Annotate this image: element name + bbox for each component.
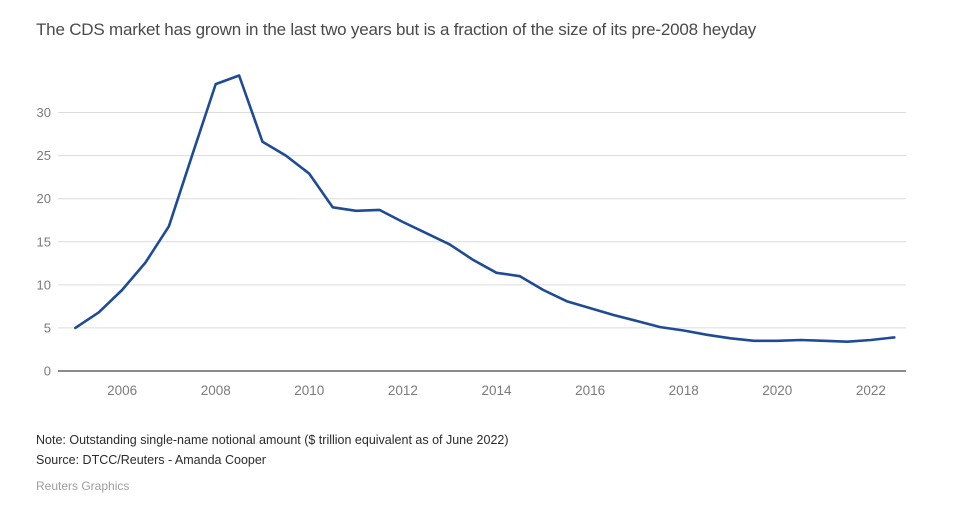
y-tick-label: 25 — [37, 148, 51, 163]
cds-line-chart: 0 5 10 15 20 25 30 2006 2008 2010 2012 2014 2016 2018… — [37, 74, 906, 398]
y-tick-label: 0 — [44, 364, 51, 379]
cds-series-line — [74, 74, 896, 344]
reuters-graphics-credit: Reuters Graphics — [36, 479, 130, 493]
x-tick-label: 2006 — [107, 383, 137, 398]
x-tick-label: 2022 — [856, 383, 886, 398]
y-tick-label: 5 — [44, 320, 51, 335]
x-tick-label: 2014 — [481, 383, 512, 398]
x-tick-label: 2012 — [388, 383, 418, 398]
y-tick-label: 30 — [37, 105, 51, 120]
x-tick-label: 2018 — [669, 383, 699, 398]
y-tick-label: 15 — [37, 234, 51, 249]
chart-note: Note: Outstanding single-name notional a… — [36, 433, 509, 447]
chart-title: The CDS market has grown in the last two… — [36, 20, 757, 39]
y-tick-label: 20 — [37, 191, 51, 206]
x-tick-label: 2020 — [762, 383, 792, 398]
x-tick-label: 2010 — [294, 383, 324, 398]
x-tick-label: 2016 — [575, 383, 605, 398]
chart-source: Source: DTCC/Reuters - Amanda Cooper — [36, 453, 266, 467]
y-tick-label: 10 — [37, 277, 51, 292]
x-tick-label: 2008 — [201, 383, 231, 398]
